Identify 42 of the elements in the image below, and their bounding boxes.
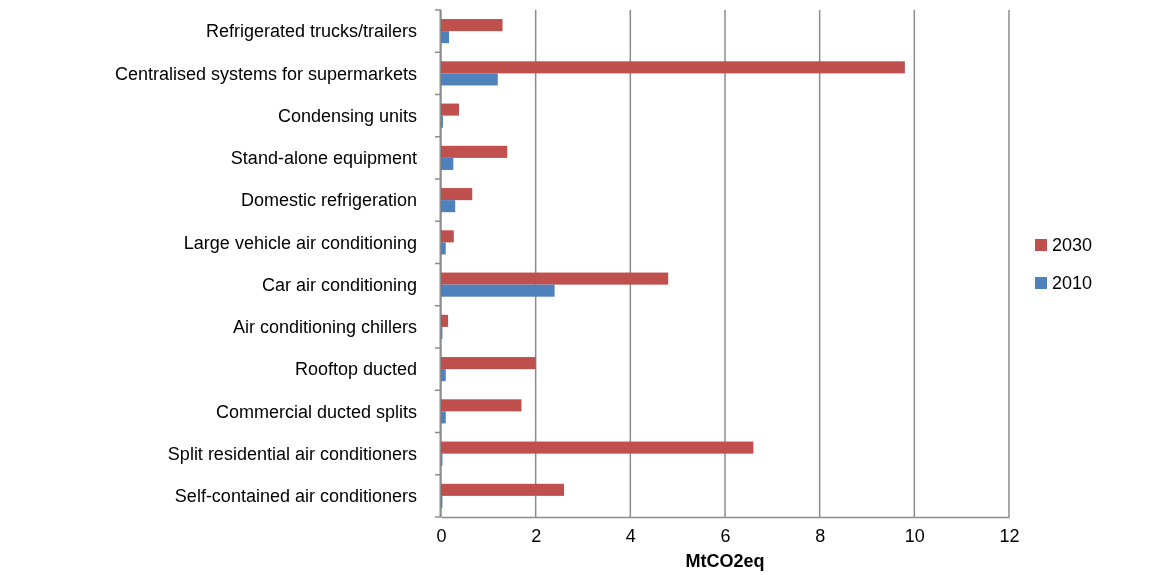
bar [441,242,446,255]
x-tick-label: 4 [625,525,636,546]
y-tick-label: Air conditioning chillers [232,317,417,338]
bar [441,145,508,158]
bar [441,31,450,44]
bar [441,157,454,170]
bar [441,230,454,243]
y-tick-label: Self-contained air conditioners [174,486,417,507]
x-tick-label: 8 [815,525,826,546]
bar [441,441,754,454]
bar [441,200,456,213]
bar [441,284,555,297]
bar [441,188,473,201]
y-tick-label: Split residential air conditioners [167,443,417,464]
y-tick-label: Car air conditioning [261,274,417,295]
bar [441,369,446,382]
x-tick-label: 10 [904,525,925,546]
x-tick-label: 2 [531,525,542,546]
x-tick-label: 0 [436,525,447,546]
bar [441,357,536,370]
x-tick-label: 12 [999,525,1020,546]
bar [441,73,498,86]
bar [441,19,503,32]
y-tick-label: Centralised systems for supermarkets [114,63,417,84]
y-tick-label: Commercial ducted splits [215,401,417,422]
y-tick-label: Rooftop ducted [294,359,417,380]
bar [441,272,669,285]
y-tick-label: Condensing units [277,105,417,126]
legend-label: 2010 [1052,273,1093,294]
x-axis-title: MtCO2eq [685,551,765,571]
bar [441,103,459,116]
y-tick-label: Refrigerated trucks/trailers [205,21,417,42]
legend-label: 2030 [1052,235,1093,256]
x-tick-label: 6 [720,525,731,546]
y-tick-label: Stand-alone equipment [230,148,417,169]
bar [441,61,905,74]
bar [441,411,446,424]
bar [441,314,449,327]
y-tick-label: Domestic refrigeration [240,190,417,211]
y-tick-label: Large vehicle air conditioning [183,232,417,253]
bar [441,483,565,496]
bar [441,399,522,412]
